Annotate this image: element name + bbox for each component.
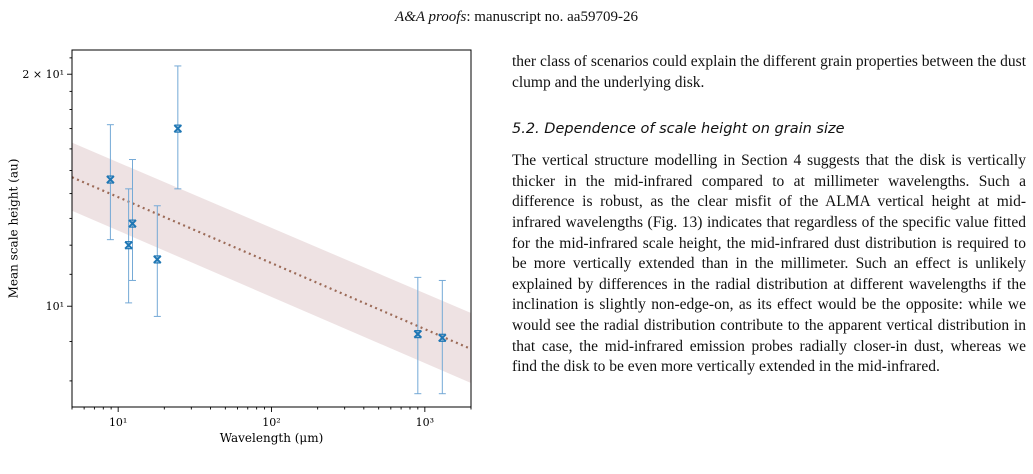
data-point bbox=[413, 329, 423, 339]
text-column: ther class of scenarios could explain th… bbox=[512, 52, 1026, 378]
running-header: A&A proofs: manuscript no. aa59709-26 bbox=[0, 9, 1033, 26]
data-point bbox=[153, 255, 162, 264]
x-axis-label: Wavelength (μm) bbox=[220, 431, 324, 445]
section-title: 5.2. Dependence of scale height on grain… bbox=[512, 121, 845, 138]
y-tick-label: 10¹ bbox=[46, 300, 64, 313]
point-marker bbox=[128, 219, 137, 228]
point-marker bbox=[413, 329, 423, 339]
data-point bbox=[128, 219, 137, 228]
data-point bbox=[438, 333, 447, 342]
point-marker bbox=[438, 333, 447, 342]
paragraph-continued: ther class of scenarios could explain th… bbox=[512, 53, 1026, 91]
data-point bbox=[106, 175, 115, 184]
confidence-band bbox=[72, 142, 471, 384]
x-tick-label: 10¹ bbox=[109, 416, 127, 429]
fit-line bbox=[71, 176, 472, 351]
x-tick-label: 10² bbox=[262, 416, 280, 429]
point-marker bbox=[173, 124, 183, 133]
y-axis-label: Mean scale height (au) bbox=[7, 159, 21, 299]
point-marker bbox=[106, 175, 115, 184]
manuscript-number: : manuscript no. aa59709-26 bbox=[466, 9, 638, 25]
x-tick-label: 10³ bbox=[416, 416, 434, 429]
data-point bbox=[173, 124, 183, 133]
data-point bbox=[124, 240, 133, 250]
journal-name: A&A proofs bbox=[395, 9, 467, 25]
point-marker bbox=[124, 240, 133, 250]
scale-height-figure: 10¹ 10² 10³ 10¹ 2 × 10¹ Wavelength (μm) Mean… bbox=[0, 40, 490, 470]
scale-height-chart: 10¹ 10² 10³ 10¹ 2 × 10¹ Wavelength (μm) Mean… bbox=[7, 49, 472, 445]
errorbar bbox=[153, 205, 161, 317]
errorbar bbox=[106, 124, 114, 241]
paragraph-body: The vertical structure modelling in Sect… bbox=[512, 152, 1026, 376]
point-marker bbox=[153, 255, 162, 264]
y-tick-label: 2 × 10¹ bbox=[22, 68, 64, 81]
